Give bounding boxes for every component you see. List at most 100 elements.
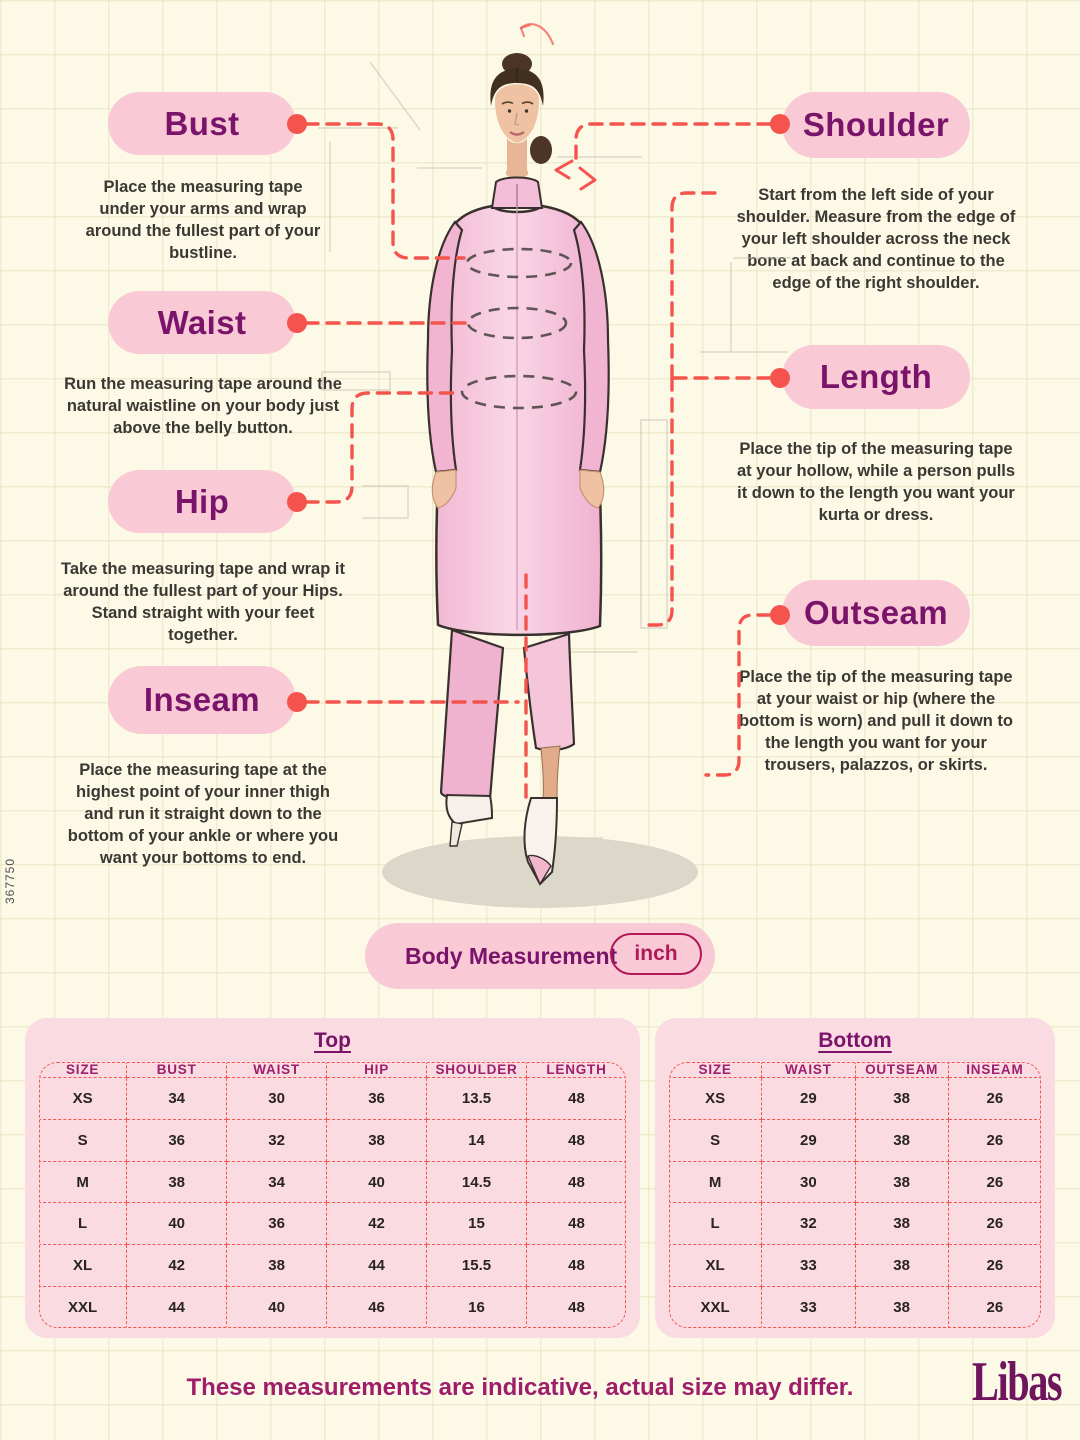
column-header: SHOULDER xyxy=(426,1063,527,1078)
waist-label: Waist xyxy=(157,303,247,341)
table-cell: L xyxy=(670,1202,763,1246)
table-cell: 26 xyxy=(947,1244,1040,1288)
length-description: Place the tip of the measuring tape at y… xyxy=(736,440,1016,525)
waist-pill: Waist xyxy=(108,291,296,354)
table-cell: M xyxy=(670,1160,763,1204)
unit-badge: Body Measurement inch xyxy=(365,923,715,989)
length-pill: Length xyxy=(782,345,970,409)
inseam-label: Inseam xyxy=(143,681,261,718)
arrow-icon xyxy=(578,166,597,191)
table-cell: 26 xyxy=(947,1118,1040,1162)
table-cell: 34 xyxy=(126,1077,228,1120)
table-row: XS 34 30 36 13.5 48 xyxy=(40,1077,625,1120)
table-cell: 48 xyxy=(526,1118,625,1162)
table-cell: S xyxy=(40,1118,128,1162)
column-header: HIP xyxy=(326,1063,428,1078)
bottom-size-panel: Bottom SIZE WAIST OUTSEAM INSEAM XS 29 38 2… xyxy=(655,1018,1055,1338)
table-cell: 44 xyxy=(126,1286,228,1327)
bust-label: Bust xyxy=(164,104,240,142)
table-row: XXL 44 40 46 16 48 xyxy=(40,1286,625,1327)
bust-ellipse xyxy=(465,247,573,279)
table-row: XXL 33 38 26 xyxy=(670,1286,1040,1327)
table-cell: 40 xyxy=(326,1160,428,1204)
table-row: M 30 38 26 xyxy=(670,1160,1040,1204)
inseam-description: Place the measuring tape at the highest … xyxy=(67,761,339,868)
hip-ellipse xyxy=(460,374,578,410)
waist-ellipse xyxy=(466,306,568,340)
table-cell: 42 xyxy=(326,1202,428,1246)
table-cell: 32 xyxy=(761,1202,856,1246)
table-row: S 29 38 26 xyxy=(670,1118,1040,1162)
table-cell: 33 xyxy=(761,1244,856,1288)
table-cell: 40 xyxy=(126,1202,228,1246)
length-label: Length xyxy=(819,358,933,395)
column-header: BUST xyxy=(126,1063,228,1078)
table-header-row: SIZE WAIST OUTSEAM INSEAM xyxy=(670,1063,1040,1078)
inseam-pill: Inseam xyxy=(108,666,296,734)
table-row: L 40 36 42 15 48 xyxy=(40,1202,625,1246)
table-cell: 42 xyxy=(126,1244,228,1288)
column-header: SIZE xyxy=(670,1063,763,1078)
table-cell: 44 xyxy=(326,1244,428,1288)
bust-connector xyxy=(304,122,466,260)
table-cell: L xyxy=(40,1202,128,1246)
unit-badge-label: Body Measurement xyxy=(405,942,618,969)
shoulder-connector xyxy=(574,122,772,160)
table-cell: 38 xyxy=(854,1286,949,1327)
table-cell: XXL xyxy=(40,1286,128,1327)
unit-chip[interactable]: inch xyxy=(610,933,702,975)
connector-dots xyxy=(287,114,790,712)
table-row: XL 33 38 26 xyxy=(670,1244,1040,1288)
bottom-size-table: SIZE WAIST OUTSEAM INSEAM XS 29 38 26 S 29 38 2… xyxy=(669,1062,1041,1328)
top-size-panel: Top SIZE BUST WAIST HIP SHOULDER LENGTH xyxy=(25,1018,640,1338)
table-cell: 26 xyxy=(947,1077,1040,1120)
table-cell: 36 xyxy=(126,1118,228,1162)
waist-description: Run the measuring tape around the natura… xyxy=(64,375,342,438)
column-header: WAIST xyxy=(761,1063,856,1078)
model-sketch xyxy=(382,53,698,908)
table-cell: 29 xyxy=(761,1077,856,1120)
table-cell: 38 xyxy=(854,1077,949,1120)
brand-logo: Libas xyxy=(972,1351,1063,1413)
table-cell: XXL xyxy=(670,1286,763,1327)
column-header: INSEAM xyxy=(947,1063,1040,1078)
table-cell: 33 xyxy=(761,1286,856,1327)
table-cell: M xyxy=(40,1160,128,1204)
table-cell: 30 xyxy=(761,1160,856,1204)
table-cell: 32 xyxy=(226,1118,328,1162)
table-cell: 46 xyxy=(326,1286,428,1327)
outseam-pill: Outseam xyxy=(782,580,970,646)
table-cell: XS xyxy=(40,1077,128,1120)
table-row: S 36 32 38 14 48 xyxy=(40,1118,625,1162)
table-cell: 36 xyxy=(226,1202,328,1246)
floor-shadow xyxy=(382,836,698,908)
connectors xyxy=(304,122,772,802)
bust-pill: Bust xyxy=(108,92,296,155)
column-header: SIZE xyxy=(40,1063,128,1078)
sketch-marks xyxy=(318,61,791,839)
table-cell: 38 xyxy=(854,1118,949,1162)
hip-description: Take the measuring tape and wrap it arou… xyxy=(61,560,345,645)
table-row: L 32 38 26 xyxy=(670,1202,1040,1246)
table-row: M 38 34 40 14.5 48 xyxy=(40,1160,625,1204)
outseam-label: Outseam xyxy=(803,594,949,631)
table-row: XS 29 38 26 xyxy=(670,1077,1040,1120)
table-cell: 36 xyxy=(326,1077,428,1120)
table-cell: S xyxy=(670,1118,763,1162)
table-cell: XL xyxy=(670,1244,763,1288)
table-cell: 15 xyxy=(426,1202,527,1246)
table-cell: 48 xyxy=(526,1244,625,1288)
shoulder-pill: Shoulder xyxy=(782,92,970,158)
table-cell: 38 xyxy=(854,1160,949,1204)
table-cell: 38 xyxy=(854,1202,949,1246)
shoulder-label: Shoulder xyxy=(802,106,950,143)
table-cell: 48 xyxy=(526,1077,625,1120)
table-cell: 38 xyxy=(226,1244,328,1288)
column-header: LENGTH xyxy=(526,1063,625,1078)
table-cell: 15.5 xyxy=(426,1244,527,1288)
table-cell: 29 xyxy=(761,1118,856,1162)
top-table-title: Top xyxy=(314,1029,351,1052)
table-cell: 26 xyxy=(947,1202,1040,1246)
column-header: OUTSEAM xyxy=(854,1063,949,1078)
